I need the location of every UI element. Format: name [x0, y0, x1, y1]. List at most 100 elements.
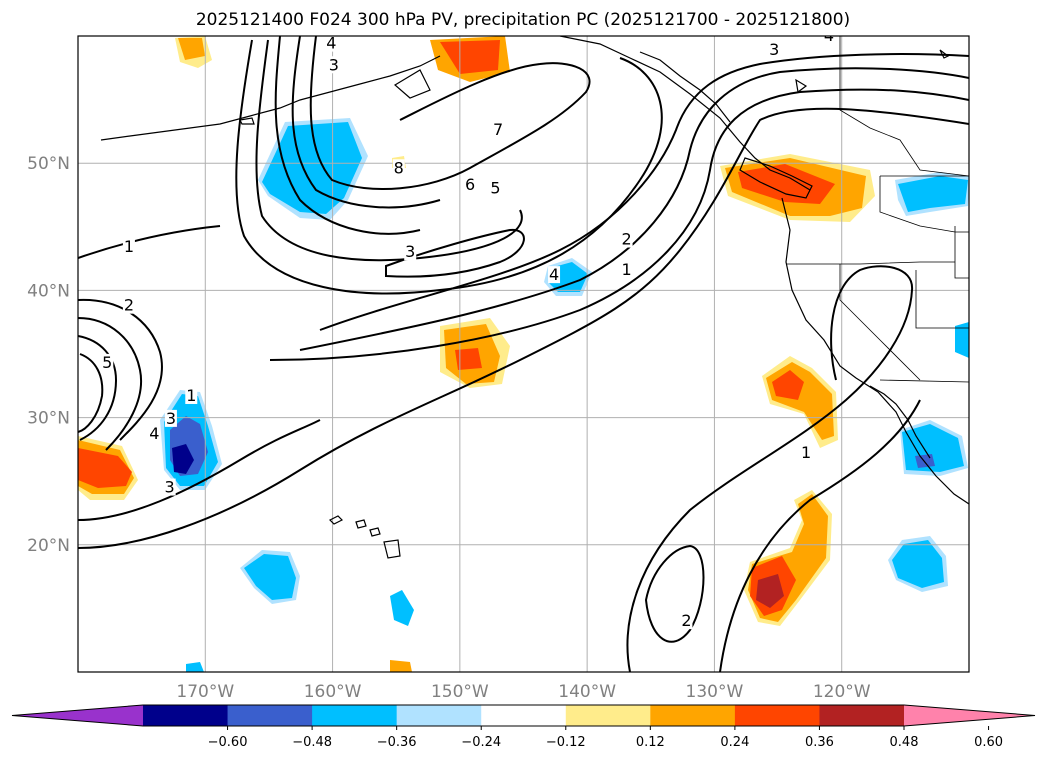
precip-blob-red: [455, 348, 482, 370]
pv-contour-label: 4: [326, 34, 336, 53]
contour-label-bg: [122, 238, 135, 256]
contour-label-bg: [392, 159, 405, 177]
pv-contour-label: 1: [186, 386, 196, 405]
colorbar-segment: [227, 705, 313, 726]
precip-blob-blue: [390, 590, 414, 626]
precip-blob-orange: [178, 38, 205, 60]
precip-blob-blue: [898, 176, 968, 212]
precip-blob-orange: [390, 660, 412, 672]
political-borders: [786, 36, 969, 383]
colorbar-tick-label: −0.12: [546, 735, 586, 750]
lat-tick-label: 20°N: [27, 536, 70, 556]
lon-tick-label: 160°W: [304, 682, 362, 702]
pv-contour-label: 4: [824, 26, 834, 45]
lat-tick-label: 40°N: [27, 281, 70, 301]
contour-label-bg: [768, 40, 781, 58]
contour-label-bg: [548, 266, 561, 284]
precip-blob-blue: [244, 554, 296, 600]
latitude-tick-labels: 20°N 30°N 40°N 50°N: [27, 154, 70, 556]
colorbar-tick-label: −0.48: [292, 735, 332, 750]
colorbar-tick-label: 0.60: [974, 735, 1003, 750]
pv-contour-label: 3: [329, 55, 339, 74]
precip-blob-darkred: [756, 574, 784, 608]
colorbar-segment: [481, 705, 567, 726]
contour-label-bg: [800, 444, 813, 462]
precip-blob-red: [440, 40, 500, 74]
colorbar-tick-label: 0.24: [720, 735, 749, 750]
contour-label-bg: [680, 612, 693, 630]
contour-label-bg: [492, 121, 505, 139]
pv-contour-label: 2: [681, 611, 691, 630]
contour-label-bg: [464, 175, 477, 193]
precip-blob-blue: [262, 122, 362, 214]
colorbar-segment: [819, 705, 905, 726]
longitude-tick-labels: 170°W 160°W 150°W 140°W 130°W 120°W: [176, 682, 870, 702]
pv-contour-label: 3: [166, 409, 176, 428]
lat-tick-label: 30°N: [27, 409, 70, 429]
pv-contour-label: 1: [622, 260, 632, 279]
pv-contour-label: 3: [165, 478, 175, 497]
colorbar-outline: [11, 704, 1036, 727]
pv-contour-label: 3: [769, 40, 779, 59]
precip-blob-red: [738, 164, 835, 204]
precip-blob-blue: [892, 540, 944, 588]
pv-contour-label: 4: [549, 265, 559, 284]
pv-contour-label: 1: [124, 237, 134, 256]
lon-tick-label: 130°W: [686, 682, 744, 702]
contour-label-bg: [164, 409, 177, 427]
chart-title: 2025121400 F024 300 hPa PV, precipitatio…: [196, 10, 850, 30]
colorbar-segment: [143, 705, 229, 726]
gridlines: [78, 36, 969, 672]
precip-blob-blue: [186, 662, 204, 672]
precip-blob-blue: [955, 322, 969, 358]
colorbar-segment: [396, 705, 482, 726]
colorbar-segment: [312, 705, 398, 726]
pv-contour-label: 7: [493, 120, 503, 139]
lon-tick-label: 120°W: [813, 682, 871, 702]
coastlines: [100, 36, 969, 505]
contour-label-bg: [327, 56, 340, 74]
contour-label-bg: [404, 243, 417, 261]
lon-tick-label: 170°W: [176, 682, 234, 702]
colorbar-segment: [565, 705, 651, 726]
contour-label-bg: [185, 386, 198, 404]
hawaiian-islands: [328, 515, 401, 559]
pv-contour-label: 1: [801, 443, 811, 462]
pv-contour-label: 3: [405, 242, 415, 261]
map-frame: [77, 35, 970, 673]
colorbar-tick-label: −0.36: [377, 735, 417, 750]
contour-label-bg: [489, 179, 502, 197]
contour-label-bg: [620, 230, 633, 248]
pv-contour-label: 2: [124, 296, 134, 315]
colorbar-segment: [734, 705, 820, 726]
pv-contour-label: 2: [622, 230, 632, 249]
pv-contour-label: 5: [102, 353, 112, 372]
map-background: [78, 36, 969, 672]
lon-tick-label: 140°W: [558, 682, 616, 702]
colorbar-extend-high: [904, 705, 1035, 726]
precip-blob-darkblue: [172, 444, 194, 474]
contour-label-bg: [122, 296, 135, 314]
colorbar-tick-label: 0.12: [636, 735, 665, 750]
contour-label-bg: [148, 425, 161, 443]
colorbar: −0.60 −0.48 −0.36 −0.24 −0.12 0.12 0.24 0.36 0.4…: [11, 704, 1036, 750]
pv-contour-label: 5: [490, 179, 500, 198]
precip-blob-red: [772, 370, 804, 400]
colorbar-segment: [650, 705, 736, 726]
contour-label-bg: [101, 353, 114, 371]
contour-label-bg: [163, 478, 176, 496]
colorbar-extend-low: [12, 705, 143, 726]
contour-label-bg: [620, 261, 633, 279]
precip-blob-red: [78, 448, 132, 488]
pv-contours: [78, 36, 969, 672]
lat-tick-label: 50°N: [27, 154, 70, 174]
colorbar-tick-label: −0.24: [461, 735, 501, 750]
colorbar-tick-label: 0.36: [805, 735, 834, 750]
pv-contour-label: 6: [465, 175, 475, 194]
colorbar-tick-label: 0.48: [890, 735, 919, 750]
lon-tick-label: 150°W: [431, 682, 489, 702]
precipitation-shading: [78, 36, 969, 672]
pv-contour-label: 4: [149, 424, 159, 443]
